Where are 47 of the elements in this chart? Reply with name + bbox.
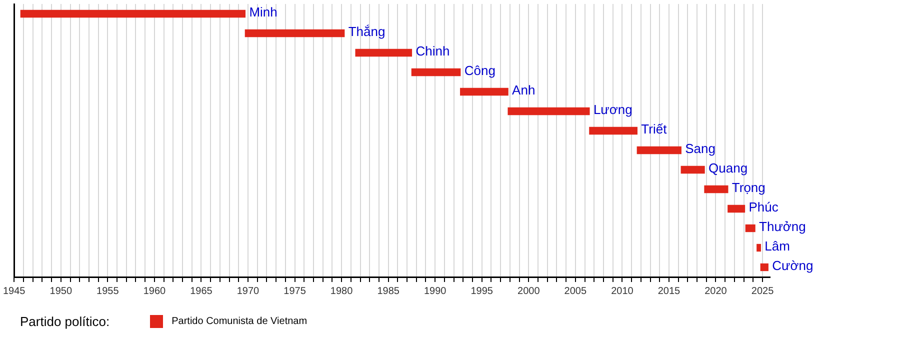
legend-label: Partido Comunista de Vietnam: [172, 316, 308, 327]
y-tick-label: Minh: [249, 4, 278, 20]
x-tick-label: 2025: [751, 286, 774, 297]
x-tick-label: 2010: [611, 286, 634, 297]
x-tick-label: 1960: [143, 286, 166, 297]
bar: [244, 29, 345, 38]
bar: [728, 204, 746, 213]
bar: [760, 263, 768, 272]
bar: [636, 146, 682, 154]
x-tick-label: 1985: [377, 286, 400, 297]
bar: [460, 88, 508, 96]
y-tick-label: Lương: [593, 102, 632, 117]
bar: [508, 107, 590, 116]
bar: [411, 68, 461, 76]
x-tick-label: 2015: [658, 286, 681, 297]
x-tick-label: 1955: [96, 286, 120, 297]
x-tick-label: 1945: [3, 286, 26, 297]
y-tick-label: Trọng: [732, 180, 766, 195]
x-tick-label: 1975: [284, 286, 306, 297]
x-tick-label: 1965: [190, 286, 213, 297]
bar: [20, 10, 246, 18]
bar: [589, 126, 638, 135]
x-tick-label: 1995: [470, 286, 494, 297]
y-tick-label: Cường: [772, 258, 814, 273]
bar: [745, 224, 756, 232]
x-tick-label: 2000: [518, 286, 540, 297]
y-tick-label: Phúc: [748, 199, 779, 214]
y-tick-label: Lâm: [764, 238, 790, 254]
x-tick-label: 1980: [330, 286, 354, 297]
x-tick-label: 2020: [704, 286, 728, 297]
bar: [355, 48, 412, 57]
y-tick-label: Anh: [512, 82, 536, 98]
y-tick-label: Triết: [641, 121, 668, 136]
x-tick-label: 2005: [564, 286, 587, 297]
bar: [680, 166, 705, 174]
y-tick-label: Quang: [708, 160, 748, 176]
x-tick-label: 1950: [50, 286, 72, 297]
x-tick-label: 1970: [236, 286, 260, 297]
y-tick-label: Chinh: [416, 43, 450, 58]
y-tick-label: Thắng: [348, 24, 386, 39]
x-tick-label: 1990: [424, 286, 447, 297]
bar: [704, 185, 728, 194]
legend-title: Partido político:: [20, 314, 110, 329]
y-tick-label: Thưởng: [759, 218, 806, 234]
y-tick-label: Sang: [685, 140, 716, 156]
y-tick-label: Công: [464, 62, 496, 78]
bar: [756, 244, 761, 252]
